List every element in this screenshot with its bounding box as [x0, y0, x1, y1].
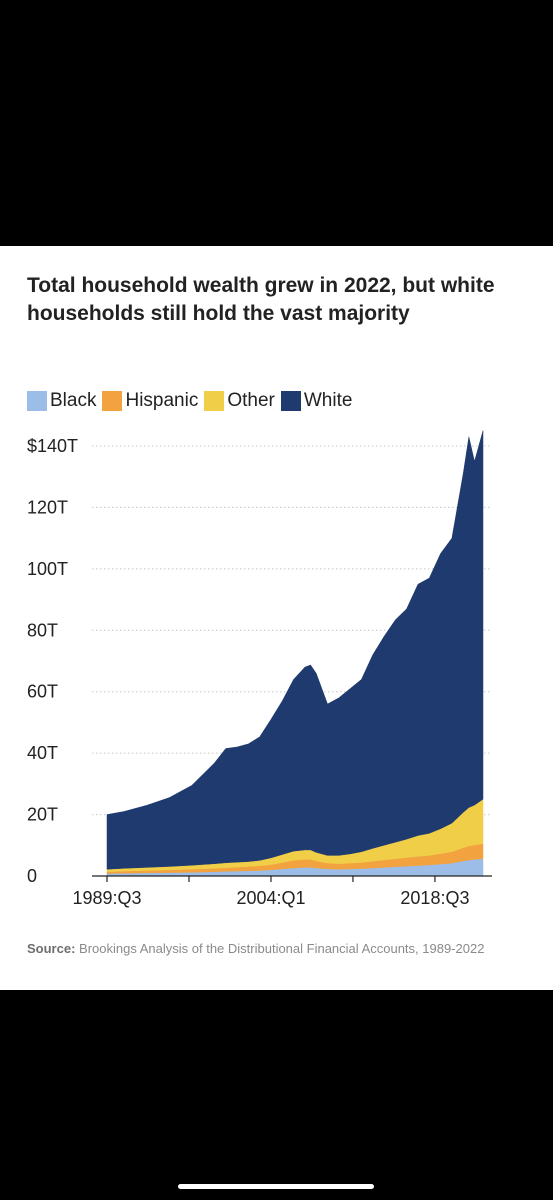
y-tick-label-40: 40T: [27, 743, 58, 763]
legend-item-hispanic: Hispanic: [102, 390, 198, 412]
area-series-white: [106, 430, 484, 870]
home-indicator[interactable]: [178, 1184, 374, 1189]
chart-title: Total household wealth grew in 2022, but…: [27, 274, 495, 325]
legend-label-black: Black: [50, 390, 97, 411]
legend-swatch-black: [27, 391, 47, 411]
y-tick-label-140: $140T: [27, 436, 78, 456]
legend-label-hispanic: Hispanic: [125, 390, 199, 411]
y-tick-label-20: 20T: [27, 805, 58, 825]
legend-item-other: Other: [204, 390, 275, 412]
legend-swatch-white: [280, 391, 301, 411]
y-tick-label-100: 100T: [27, 559, 68, 579]
y-tick-label-60: 60T: [27, 682, 58, 702]
area-series-layer: [106, 430, 484, 877]
x-tick-label-2: 2018:Q3: [400, 888, 469, 908]
y-tick-label-80: 80T: [27, 620, 58, 640]
stacked-area-chart: 0 20T 40T 60T 80T 100T 120T $140T 1989:Q3 2004:Q1…: [27, 430, 492, 908]
x-axis: [92, 875, 492, 882]
legend-item-black: Black: [27, 390, 96, 412]
x-tick-label-1: 2004:Q1: [236, 888, 305, 908]
chart-legend: Black Hispanic Other White: [27, 389, 358, 413]
legend-swatch-other: [204, 391, 225, 411]
source-note: Source: Brookings Analysis of the Distri…: [27, 940, 507, 957]
source-text: Brookings Analysis of the Distributional…: [79, 941, 485, 956]
y-tick-label-120: 120T: [27, 497, 68, 517]
y-tick-label-0: 0: [27, 866, 37, 886]
legend-label-other: Other: [227, 390, 275, 411]
source-label: Source:: [27, 941, 76, 956]
x-tick-label-0: 1989:Q3: [72, 888, 141, 908]
tick-labels: 0 20T 40T 60T 80T 100T 120T $140T 1989:Q3 2004:Q1…: [27, 436, 469, 908]
legend-swatch-hispanic: [102, 391, 123, 411]
chart-card: Total household wealth grew in 2022, but…: [0, 246, 553, 990]
legend-item-white: White: [280, 390, 353, 412]
legend-label-white: White: [303, 390, 353, 411]
